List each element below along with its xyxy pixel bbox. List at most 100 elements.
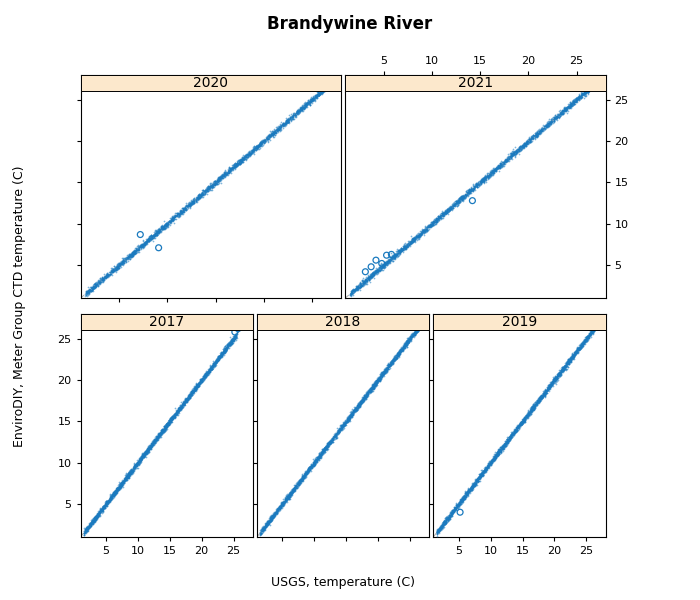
Point [358,394,369,403]
Point [533,127,545,136]
Point [174,208,185,218]
Point [284,113,295,122]
Point [377,265,388,275]
Point [591,322,602,332]
Point [153,430,164,440]
Point [360,275,372,285]
Point [545,116,557,125]
Point [530,401,541,411]
Point [526,404,538,414]
Point [271,506,282,515]
Point [547,379,558,389]
Point [327,434,338,444]
Point [276,498,287,508]
Point [290,479,302,488]
Point [302,468,313,478]
Point [349,286,360,295]
Point [139,238,150,248]
Point [284,488,295,498]
Point [263,130,274,140]
Point [594,316,606,325]
Point [220,345,232,355]
Point [185,391,196,401]
Point [149,229,160,238]
Point [379,258,391,268]
Point [129,464,140,474]
Point [140,448,151,458]
Point [432,215,443,225]
Point [519,139,530,148]
Point [272,504,284,514]
Point [440,514,451,523]
Point [158,425,169,435]
Point [158,221,169,231]
Point [85,522,96,532]
Point [583,84,594,94]
Point [262,130,273,140]
Point [431,529,442,539]
Point [536,125,547,135]
Point [220,167,232,177]
Point [523,134,534,143]
Point [188,386,199,395]
Point [315,88,326,97]
Point [363,388,374,397]
Point [488,167,499,176]
Point [489,453,500,463]
Point [215,172,226,182]
Point [358,279,369,289]
Point [260,135,271,145]
Point [211,355,223,364]
Point [407,237,418,247]
Point [294,476,305,486]
Point [418,226,429,235]
Point [476,468,487,478]
Point [481,463,492,472]
Point [264,517,275,526]
Point [323,83,335,92]
Point [160,421,172,431]
Point [146,441,157,451]
Point [474,472,485,481]
Point [489,451,500,460]
Point [144,236,155,245]
Point [136,452,148,461]
Point [402,238,414,248]
Point [451,503,462,513]
Point [373,374,384,383]
Point [505,433,517,443]
Point [187,386,198,395]
Point [496,443,507,452]
Point [454,197,465,206]
Point [190,386,202,395]
Point [82,287,93,296]
Point [371,376,382,385]
Point [516,419,527,429]
Point [347,285,358,295]
Point [111,262,122,272]
Point [543,382,554,392]
Point [102,497,113,506]
Point [179,398,190,407]
Point [113,264,124,274]
Point [525,409,536,418]
Point [379,367,391,377]
Point [396,245,407,254]
Point [370,380,382,389]
Point [511,148,522,158]
Point [136,455,147,464]
Point [167,215,178,225]
Point [118,475,130,484]
Point [408,328,419,337]
Point [531,398,542,408]
Point [301,468,312,478]
Point [220,341,231,351]
Point [258,523,270,533]
Point [473,473,484,483]
Point [550,373,561,383]
Point [548,112,559,122]
Point [153,224,164,233]
Point [370,269,382,278]
Point [360,275,372,285]
Point [396,346,407,355]
